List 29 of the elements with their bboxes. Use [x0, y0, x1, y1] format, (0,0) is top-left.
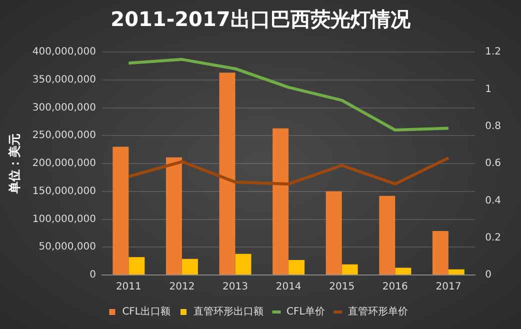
y-tick-label: 150,000,000: [32, 186, 96, 197]
y-tick-label: 0: [90, 270, 96, 281]
y2-tick-label: 1: [485, 84, 492, 95]
y2-tick-label: 0.2: [485, 232, 502, 244]
x-tick-label: 2012: [169, 282, 195, 293]
y2-tick-label: 0.4: [485, 195, 502, 206]
y-tick-label: 300,000,000: [32, 102, 96, 114]
y2-tick-label: 0.6: [485, 158, 502, 170]
legend-label: 直管环形单价: [348, 306, 408, 318]
y2-tick-label: 1.2: [485, 46, 502, 58]
x-tick-label: 2011: [116, 282, 142, 293]
x-tick-label: 2015: [329, 282, 355, 293]
y-tick-label: 400,000,000: [32, 46, 96, 58]
y-tick-label: 200,000,000: [32, 158, 96, 170]
y-tick-label: 350,000,000: [32, 74, 96, 86]
y2-tick-label: 0.8: [485, 120, 502, 132]
legend-label: CFL单价: [286, 306, 325, 318]
legend-label: CFL出口额: [122, 306, 171, 318]
y2-tick-label: 0: [485, 270, 492, 281]
legend-label: 直管环形出口额: [194, 306, 264, 318]
x-tick-label: 2017: [436, 282, 462, 293]
x-tick-label: 2013: [222, 282, 248, 293]
y-tick-label: 100,000,000: [32, 214, 96, 225]
y-axis-title: 单位：美元: [7, 134, 22, 194]
chart-title: 2011-2017出口巴西荧光灯情况: [110, 6, 412, 33]
y-tick-label: 250,000,000: [32, 130, 96, 142]
x-tick-label: 2014: [276, 282, 302, 293]
x-tick-label: 2016: [382, 282, 408, 293]
y-tick-label: 50,000,000: [38, 242, 96, 253]
